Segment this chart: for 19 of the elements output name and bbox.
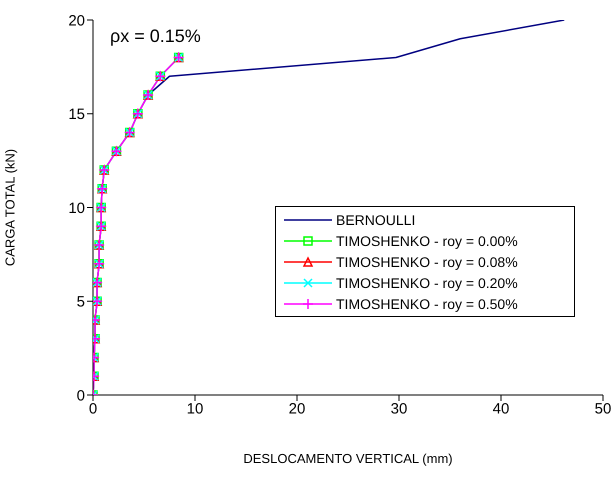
y-tick-label: 20	[68, 12, 85, 30]
legend-label: TIMOSHENKO - roy = 0.50%	[336, 296, 518, 312]
x-tick-label: 50	[594, 400, 612, 418]
x-axis-title: DESLOCAMENTO VERTICAL (mm)	[243, 451, 453, 466]
legend-label: TIMOSHENKO - roy = 0.20%	[336, 274, 518, 290]
y-tick-label: 5	[76, 294, 85, 311]
annotation: ρx = 0.15%	[110, 26, 201, 47]
y-tick-label: 10	[68, 200, 85, 217]
x-tick-label: 20	[288, 400, 306, 418]
x-tick-label: 10	[186, 400, 204, 418]
x-tick-label: 0	[88, 400, 98, 418]
legend-label: TIMOSHENKO - roy = 0.00%	[336, 232, 518, 248]
x-tick-label: 30	[390, 400, 408, 418]
y-tick-label: 15	[68, 106, 85, 124]
legend-label: BERNOULLI	[336, 212, 416, 228]
x-tick-label: 40	[492, 400, 510, 418]
y-tick-label: 0	[76, 387, 85, 404]
legend-label: TIMOSHENKO - roy = 0.08%	[336, 254, 518, 270]
y-axis-title: CARGA TOTAL (kN)	[2, 148, 18, 266]
